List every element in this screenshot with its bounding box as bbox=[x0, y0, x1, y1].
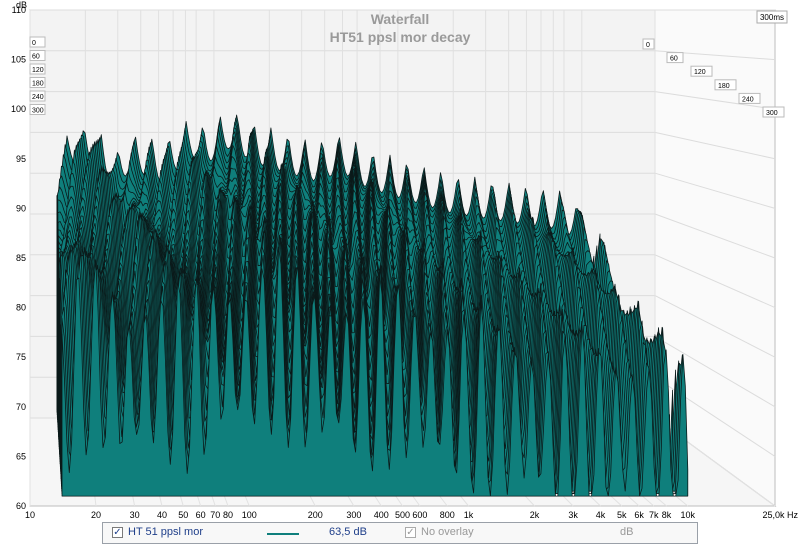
x-tick-label: 7k bbox=[649, 510, 659, 520]
time-tick-label-left: 120 bbox=[32, 67, 44, 74]
series-line-swatch bbox=[267, 533, 299, 535]
overlay-unit: dB bbox=[620, 526, 634, 538]
x-tick-label: 30 bbox=[130, 510, 140, 520]
y-tick-label: 80 bbox=[16, 303, 26, 313]
chart-title: Waterfall bbox=[371, 11, 430, 27]
time-tick-label-right: 240 bbox=[742, 96, 754, 103]
y-gridline-side bbox=[654, 91, 776, 110]
x-tick-label: 800 bbox=[440, 510, 455, 520]
time-tick-label-left: 300 bbox=[32, 108, 44, 115]
x-tick-label: 600 bbox=[412, 510, 427, 520]
overlay-checkbox[interactable]: ✓ bbox=[405, 527, 416, 538]
x-tick-label: 50 bbox=[178, 510, 188, 520]
x-tick-label: 60 bbox=[196, 510, 206, 520]
waterfall-surface bbox=[56, 114, 689, 497]
time-tick-box-right bbox=[714, 79, 737, 91]
y-tick-label: 105 bbox=[11, 55, 26, 65]
x-tick-label: 2k bbox=[530, 510, 540, 520]
y-gridline-side bbox=[654, 295, 776, 358]
time-max-badge: 300ms bbox=[756, 10, 788, 24]
time-tick-box-left bbox=[29, 104, 46, 115]
y-tick-label: 75 bbox=[16, 352, 26, 362]
y-tick-label: 85 bbox=[16, 253, 26, 263]
y-gridline-side bbox=[654, 213, 776, 259]
x-tick-label: 100 bbox=[242, 510, 257, 520]
time-tick-box-left bbox=[29, 90, 46, 102]
time-tick-box-right bbox=[666, 52, 684, 64]
time-tick-box-right bbox=[642, 38, 655, 50]
time-tick-label-left: 60 bbox=[32, 54, 40, 61]
x-tick-label: 10 bbox=[25, 510, 35, 520]
x-tick-label: 500 bbox=[395, 510, 410, 520]
x-tick-label: 4k bbox=[596, 510, 606, 520]
y-tick-label: 70 bbox=[16, 402, 26, 412]
y-tick-label: 90 bbox=[16, 203, 26, 213]
time-tick-box-right bbox=[738, 92, 761, 104]
overlay-label: No overlay bbox=[421, 526, 474, 538]
time-max-label: 300ms bbox=[760, 13, 784, 22]
time-tick-label-right: 60 bbox=[670, 56, 678, 63]
time-tick-box-right bbox=[690, 65, 713, 77]
y-tick-label: 65 bbox=[16, 451, 26, 461]
time-tick-label-left: 0 bbox=[32, 40, 36, 47]
chart-subtitle: HT51 ppsl mor decay bbox=[330, 29, 471, 45]
series-checkbox[interactable]: ✓ bbox=[112, 527, 123, 538]
x-tick-label: 8k bbox=[662, 510, 672, 520]
series-value: 63,5 dB bbox=[329, 526, 367, 538]
y-tick-label: 95 bbox=[16, 154, 26, 164]
x-tick-label: 3k bbox=[568, 510, 578, 520]
time-tick-label-right: 120 bbox=[694, 69, 706, 76]
x-tick-label: 80 bbox=[223, 510, 233, 520]
time-tick-box-left bbox=[29, 50, 46, 61]
x-tick-label: 200 bbox=[308, 510, 323, 520]
y-tick-label: 110 bbox=[12, 5, 26, 15]
time-tick-label-left: 240 bbox=[32, 94, 44, 101]
y-tick-label: 60 bbox=[16, 501, 26, 511]
time-tick-label-right: 300 bbox=[766, 110, 778, 117]
x-tick-label: 40 bbox=[157, 510, 167, 520]
y-gridline-side bbox=[654, 131, 776, 160]
x-tick-label: 5k bbox=[617, 510, 627, 520]
time-tick-box-left bbox=[29, 77, 46, 88]
time-tick-label-left: 180 bbox=[32, 81, 44, 88]
x-tick-label: 6k bbox=[634, 510, 644, 520]
x-tick-label: 70 bbox=[210, 510, 220, 520]
x-tick-label: 10k bbox=[680, 510, 695, 520]
x-tick-label: 300 bbox=[346, 510, 361, 520]
y-gridline-side bbox=[654, 254, 776, 309]
x-tick-label: 25,0k Hz bbox=[762, 510, 798, 520]
y-unit-label: dB bbox=[16, 0, 27, 10]
time-tick-label-right: 0 bbox=[646, 42, 650, 49]
time-tick-box-left bbox=[29, 63, 46, 75]
time-tick-box-left bbox=[29, 36, 46, 48]
y-gridline-side bbox=[654, 335, 776, 408]
y-gridline-side bbox=[654, 172, 776, 209]
legend-bar: ✓ HT 51 ppsl mor 63,5 dB ✓ No overlay dB bbox=[102, 522, 698, 544]
x-tick-label: 400 bbox=[374, 510, 389, 520]
x-tick-label: 20 bbox=[91, 510, 101, 520]
time-tick-label-right: 180 bbox=[718, 83, 730, 90]
series-name: HT 51 ppsl mor bbox=[128, 526, 203, 538]
x-tick-label: 1k bbox=[464, 510, 474, 520]
waterfall-slice bbox=[61, 246, 689, 497]
y-tick-label: 100 bbox=[11, 104, 26, 114]
time-tick-box-right bbox=[762, 106, 785, 118]
